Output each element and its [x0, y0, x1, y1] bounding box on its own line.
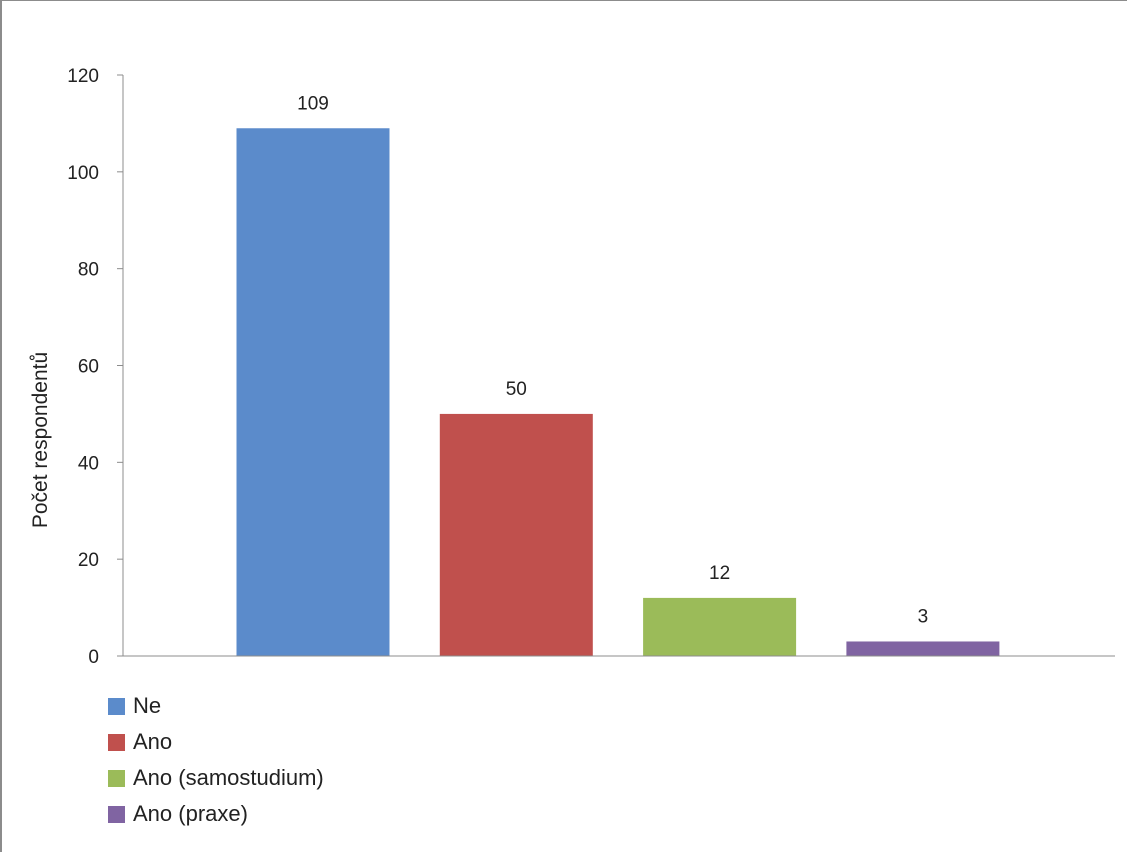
legend-swatch: [108, 733, 125, 751]
data-labels-group: 109 50 12 3: [297, 93, 928, 627]
legend-swatch: [108, 805, 125, 823]
legend-item: Ano (praxe): [108, 796, 324, 832]
bar-data-label: 3: [918, 606, 929, 627]
chart-legend: Ne Ano Ano (samostudium) Ano (praxe): [108, 688, 324, 832]
legend-item: Ano (samostudium): [108, 760, 324, 796]
y-tick-label: 120: [67, 66, 99, 87]
legend-swatch: [108, 769, 125, 787]
y-tick-label: 100: [67, 163, 99, 184]
legend-item: Ano: [108, 724, 324, 760]
legend-item: Ne: [108, 688, 324, 724]
y-tick-label: 80: [78, 260, 99, 281]
bar: [439, 413, 593, 656]
y-axis-ticks: 0 20 40 60 80 100 120: [67, 66, 123, 668]
bar: [643, 597, 797, 656]
y-tick-label: 40: [78, 453, 99, 474]
bar-data-label: 109: [297, 93, 329, 114]
y-tick-label: 0: [88, 647, 99, 668]
legend-label: Ne: [133, 693, 162, 718]
y-tick-label: 60: [78, 357, 99, 378]
legend-label: Ano (samostudium): [133, 765, 324, 790]
legend-label: Ano: [133, 729, 173, 754]
bar-data-label: 12: [709, 563, 730, 584]
bar: [846, 641, 1000, 656]
legend-label: Ano (praxe): [133, 801, 248, 826]
bar: [236, 128, 390, 657]
y-axis-title: Počet respondentů: [29, 352, 52, 528]
legend-swatch: [108, 697, 125, 715]
bars-group: [236, 128, 1000, 657]
bar-data-label: 50: [506, 379, 527, 400]
y-tick-label: 20: [78, 550, 99, 571]
